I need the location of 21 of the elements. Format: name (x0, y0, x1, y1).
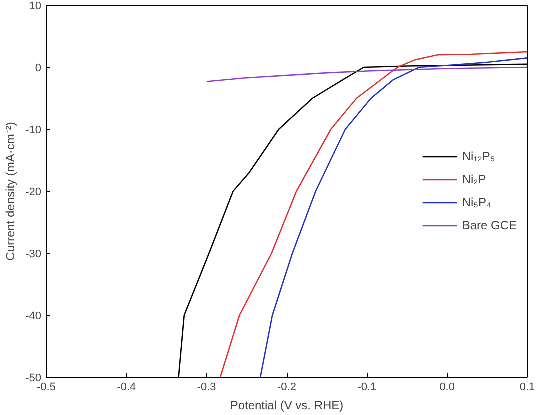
y-tick-label: 0 (35, 62, 42, 74)
x-tick-label: 0.0 (440, 382, 455, 394)
x-tick-label: -0.1 (358, 382, 377, 394)
line-series (206, 66, 528, 82)
x-tick-label: -0.2 (278, 382, 296, 394)
y-tick-label: -30 (26, 248, 42, 260)
y-tick-label: -40 (26, 310, 42, 322)
x-tick-label: -0.5 (37, 382, 56, 394)
x-tick-label: -0.3 (197, 382, 216, 394)
legend-label: Bare GCE (462, 218, 517, 232)
x-tick-label: -0.4 (117, 382, 136, 394)
y-tick-label: -50 (26, 372, 42, 384)
legend-label: Ni₂P (462, 172, 486, 186)
y-tick-label: 10 (29, 0, 42, 12)
legend-label: Ni₅P₄ (462, 196, 492, 210)
legend-label: Ni₁₂P₅ (462, 150, 496, 164)
y-axis-title: Current density (mA·cm⁻²) (4, 122, 18, 261)
y-tick-label: -10 (26, 124, 42, 136)
x-axis-title: Potential (V vs. RHE) (230, 398, 344, 412)
y-tick-label: -20 (26, 186, 42, 198)
x-tick-label: 0.1 (520, 382, 536, 394)
